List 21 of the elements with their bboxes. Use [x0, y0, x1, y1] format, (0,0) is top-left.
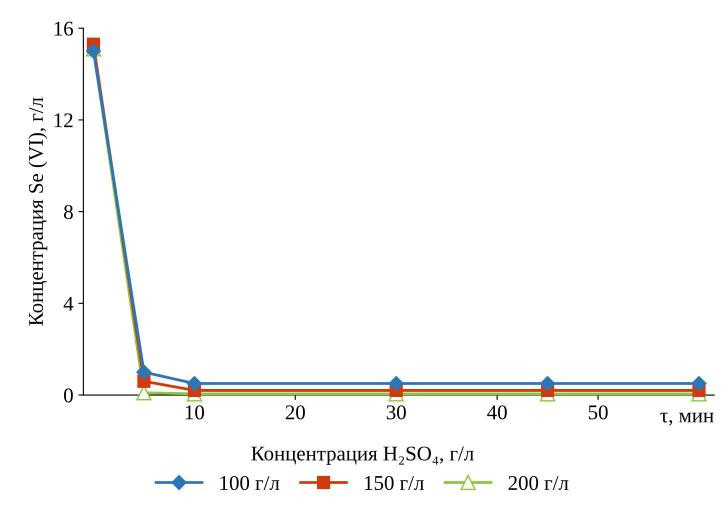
x-tick-label: 40: [487, 405, 507, 420]
point: [136, 364, 152, 380]
point: [388, 376, 404, 392]
point: [691, 376, 707, 392]
x-tick-label: 20: [286, 405, 305, 420]
x-tick-label: 30: [386, 405, 406, 420]
y-axis-title: Концентрация Se (VI), г/л: [28, 98, 48, 326]
y-tick-label: 8: [64, 204, 73, 220]
x-tick-label: 50: [588, 405, 608, 420]
legend-title: Концентрация H₂SO₄, г/л: [251, 446, 474, 465]
point: [540, 376, 556, 392]
legend-label: 100 г/л: [220, 476, 280, 490]
y-tick-label: 16: [54, 22, 74, 36]
x-tick-label: 10: [186, 405, 204, 420]
y-tick-label: 4: [64, 296, 74, 311]
y-tick-label: 12: [54, 113, 73, 128]
point: [186, 376, 202, 392]
legend-label: 150 г/л: [364, 476, 424, 490]
x-axis-title: τ, мин: [660, 412, 714, 426]
legend-label: 200 г/л: [508, 476, 568, 490]
y-tick-label: 0: [64, 388, 73, 402]
